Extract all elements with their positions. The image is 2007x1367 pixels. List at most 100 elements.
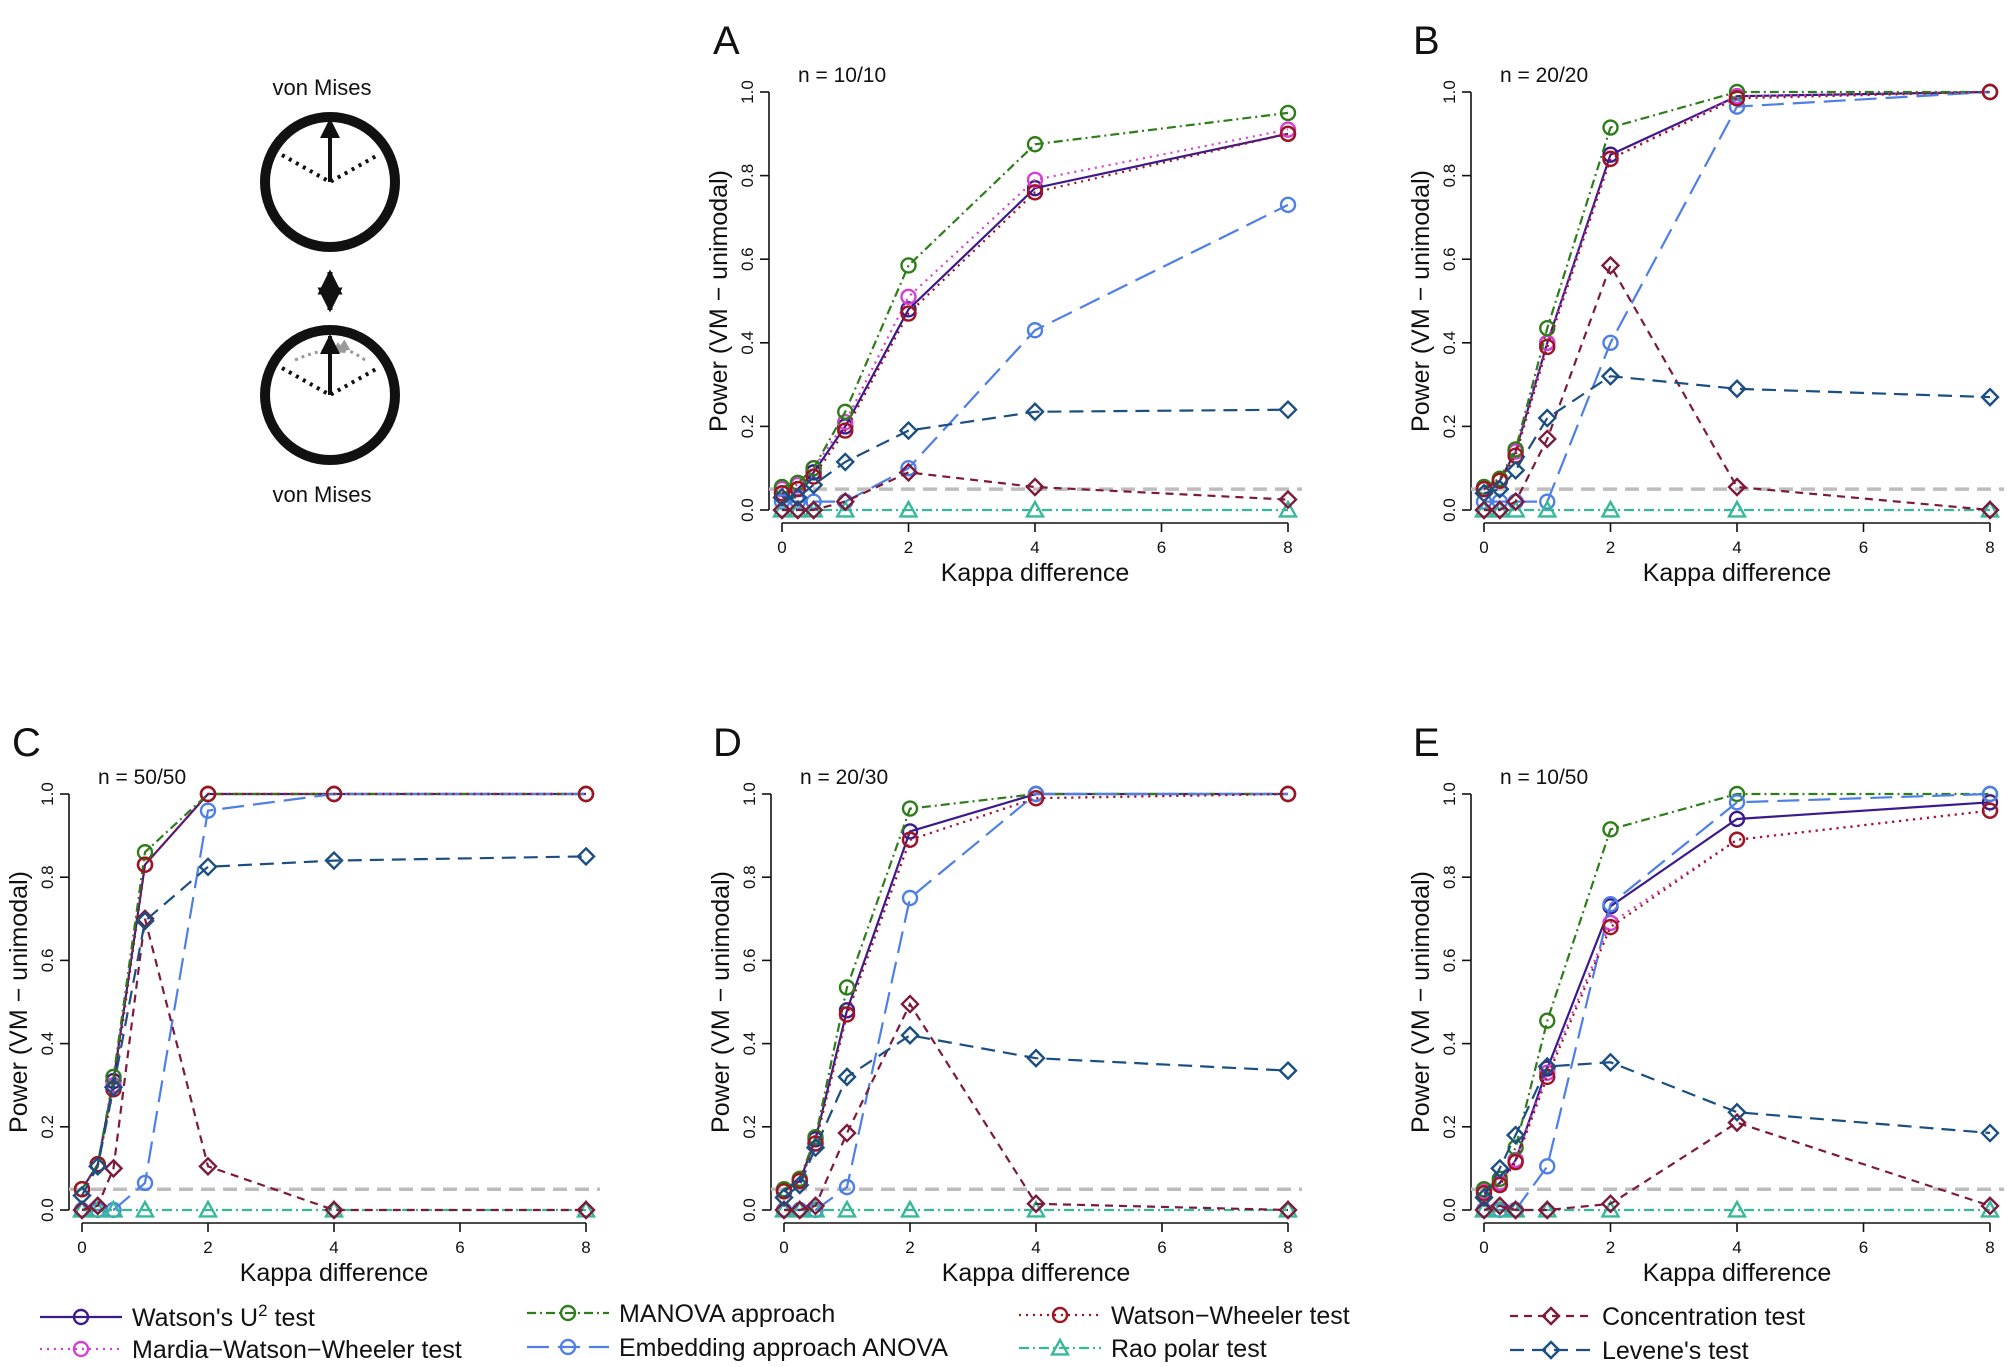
data-point-levene <box>576 846 596 867</box>
data-point-manova <box>1279 104 1297 122</box>
series-manova <box>1475 785 1999 1198</box>
series-manova <box>1475 83 1999 496</box>
data-point-manova <box>1507 441 1524 458</box>
data-point-conc <box>103 1158 124 1179</box>
data-point-rao <box>103 1199 124 1218</box>
panel-letter: D <box>713 721 742 765</box>
data-point-levene <box>1490 479 1510 499</box>
series-line-manova <box>1483 90 1990 488</box>
data-point-conc <box>774 1200 794 1220</box>
data-point-levene <box>135 911 155 931</box>
data-point-levene <box>898 420 919 441</box>
data-point-levene <box>324 850 344 871</box>
series-line-levene <box>1483 1061 1991 1199</box>
series-watson <box>775 785 1297 1200</box>
series-line-embed <box>82 792 586 1212</box>
series-conc <box>772 462 1298 520</box>
data-point-embed <box>1602 334 1619 351</box>
y-tick-label: 0.0 <box>1440 498 1459 522</box>
bottom-shift-arc-right <box>336 339 366 362</box>
bottom-shift-arc-left <box>294 342 347 362</box>
series-line-conc <box>1484 262 1991 512</box>
legend-marker <box>1541 1340 1561 1360</box>
bottom-circle <box>260 325 400 465</box>
sample-size-annotation: n = 10/50 <box>1500 766 1588 789</box>
data-point-rao <box>1600 499 1621 518</box>
series-line-levene <box>1483 375 1991 495</box>
data-point-ww <box>1507 1153 1524 1171</box>
x-tick-label: 0 <box>1479 1238 1488 1257</box>
data-point-conc <box>790 1200 810 1220</box>
data-point-manova <box>838 979 856 996</box>
series-conc <box>774 994 1298 1220</box>
data-point-conc <box>803 500 824 520</box>
data-point-conc <box>1474 500 1494 520</box>
data-point-ww <box>901 831 919 848</box>
series-line-levene <box>81 855 587 1196</box>
series-levene <box>774 1025 1298 1208</box>
data-point-ww <box>807 1135 824 1152</box>
y-tick-label: 0.6 <box>738 247 757 271</box>
y-axis-label: Power (VM − unimodal) <box>705 170 733 432</box>
data-point-levene <box>805 1137 826 1158</box>
y-axis-label: Power (VM − unimodal) <box>1407 170 1435 432</box>
data-point-conc <box>900 994 920 1014</box>
series-levene <box>72 846 596 1206</box>
data-point-levene <box>774 1187 794 1208</box>
x-tick-label: 6 <box>1859 538 1868 557</box>
series-levene <box>1474 366 2000 503</box>
data-point-rao <box>898 499 919 518</box>
data-point-ww <box>73 1180 91 1198</box>
diagram-bottom-label: von Mises <box>272 482 371 507</box>
data-point-levene <box>1980 387 2000 407</box>
top-circle <box>260 112 400 252</box>
series-line-watson <box>1483 801 1991 1193</box>
x-tick-label: 2 <box>203 1238 212 1257</box>
data-point-ww <box>1026 184 1044 201</box>
legend-label-text: Watson's U <box>132 1304 258 1332</box>
x-tick-label: 8 <box>581 1238 590 1257</box>
bottom-spread-lines <box>281 366 379 398</box>
data-point-mww <box>900 288 917 306</box>
y-tick-label: 1.0 <box>1440 782 1459 806</box>
data-point-manova <box>1539 1012 1556 1029</box>
sample-size-annotation: n = 50/50 <box>98 766 186 789</box>
x-tick-label: 6 <box>455 1238 464 1257</box>
y-tick-label: 0.0 <box>740 1198 759 1222</box>
series-line-manova <box>781 111 1289 489</box>
data-point-embed <box>1728 794 1746 811</box>
legend-entry-conc: Concentration test <box>1510 1303 1805 1331</box>
series-line-levene <box>783 1034 1289 1199</box>
data-point-manova <box>807 1128 824 1146</box>
x-tick-label: 4 <box>1030 538 1039 557</box>
data-point-rao <box>899 1199 921 1218</box>
legend-label-text: Levene's test <box>1602 1337 1749 1365</box>
data-point-embed <box>900 460 917 477</box>
legend-label-text: Rao polar test <box>1111 1335 1267 1363</box>
data-point-levene <box>1980 1123 2000 1143</box>
y-tick-label: 1.0 <box>1440 80 1459 104</box>
data-point-watson <box>1728 810 1746 828</box>
data-point-conc <box>1026 1194 1046 1214</box>
data-point-conc <box>1537 429 1557 449</box>
legend-marker <box>1051 1306 1069 1324</box>
series-ww <box>73 785 595 1198</box>
data-point-ww <box>1539 338 1556 356</box>
x-tick-label: 2 <box>1606 1238 1615 1257</box>
data-point-conc <box>1490 1196 1510 1216</box>
legend-label: Levene's test <box>1602 1337 1749 1365</box>
y-tick-label: 0.2 <box>740 1115 759 1139</box>
data-point-ww <box>900 305 917 322</box>
data-point-embed <box>1279 196 1297 214</box>
x-tick-label: 6 <box>1157 538 1166 557</box>
series-mww <box>1475 83 1999 498</box>
legend-entry-embed: Embedding approach ANOVA <box>527 1334 948 1362</box>
legend-label-text: Mardia−Watson−Wheeler test <box>132 1336 462 1364</box>
x-tick-label: 4 <box>1031 1238 1040 1257</box>
x-tick-label: 2 <box>905 1238 914 1257</box>
data-point-rao <box>1277 499 1299 518</box>
y-tick-label: 0.0 <box>738 498 757 522</box>
data-point-levene <box>1505 1125 1526 1145</box>
diagram-top-label: von Mises <box>272 75 371 100</box>
